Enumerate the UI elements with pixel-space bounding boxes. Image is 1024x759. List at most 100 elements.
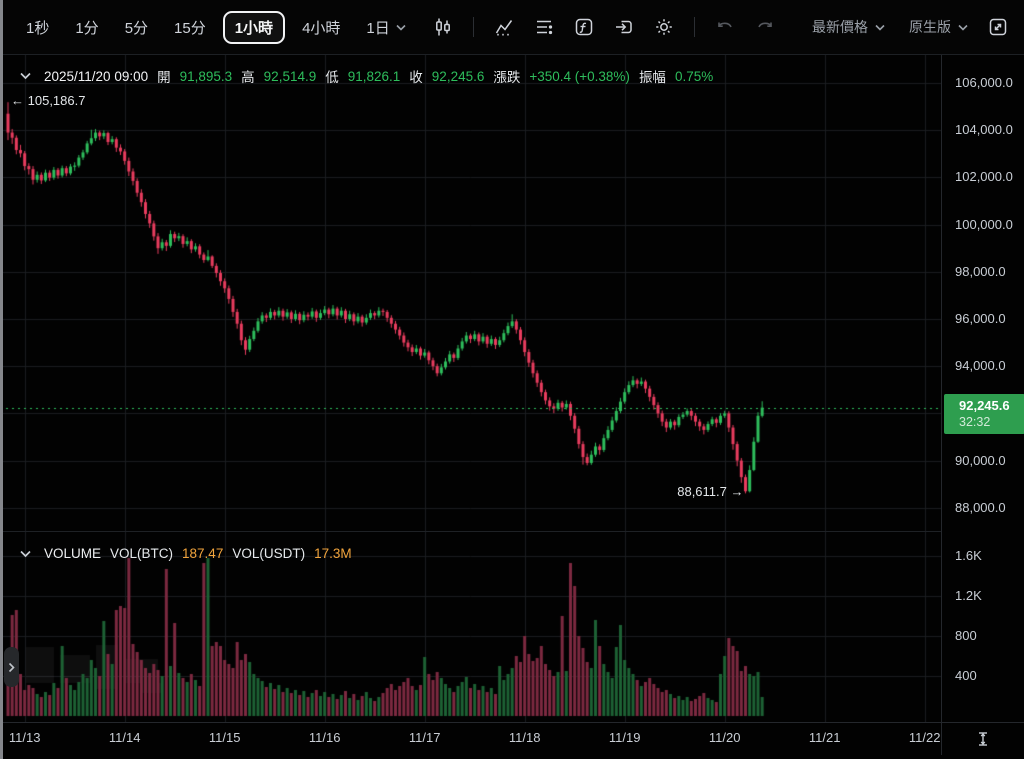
price-scale-mode-icon [974, 730, 992, 748]
redo-button[interactable] [751, 13, 779, 41]
fullscreen-icon [988, 17, 1008, 37]
ohlc-legend: 2025/11/20 09:00 開 91,895.3 高 92,514.9 低… [18, 66, 713, 86]
volume-tick-label: 800 [955, 628, 977, 643]
price-chart-pane[interactable] [0, 55, 941, 531]
time-axis[interactable]: 11/13 11/14 11/15 11/16 11/17 11/18 11/19 11/20… [0, 722, 941, 755]
high-label: 高 [241, 70, 255, 85]
timeframe-5m-button[interactable]: 5分 [116, 12, 157, 43]
undo-button[interactable] [711, 13, 739, 41]
vol-btc-label: VOL(BTC) [110, 546, 174, 561]
time-tick-label: 11/17 [408, 730, 441, 745]
pane-divider[interactable] [3, 531, 941, 532]
latest-price-dropdown[interactable]: 最新價格 [804, 13, 893, 41]
timeframe-1d-label: 1日 [366, 19, 390, 37]
change-label: 漲跌 [493, 70, 521, 85]
candlestick-style-button[interactable] [429, 13, 457, 41]
amplitude-value: 0.75% [674, 68, 714, 84]
indicators-button[interactable] [490, 13, 518, 41]
collapse-volume-button[interactable] [18, 548, 33, 560]
settings-button[interactable] [650, 13, 678, 41]
toolbar-divider [472, 17, 474, 37]
price-tick-label: 96,000.0 [955, 311, 1006, 326]
open-value: 91,895.3 [179, 68, 233, 84]
amplitude-label: 振幅 [638, 70, 666, 85]
vol-btc-value: 187.47 [182, 546, 224, 561]
time-tick-label: 11/22 [908, 730, 941, 745]
price-tick-label: 102,000.0 [955, 169, 1013, 185]
vol-usdt-label: VOL(USDT) [232, 546, 306, 561]
undo-icon [715, 17, 735, 37]
version-label: 原生版 [909, 19, 951, 35]
low-label: 低 [325, 70, 339, 85]
export-chart-button[interactable] [610, 13, 638, 41]
chevron-down-icon [396, 24, 406, 31]
current-price-badge: 92,245.6 32:32 [944, 393, 1024, 434]
indicator-chart-icon [494, 17, 514, 37]
export-icon [614, 17, 634, 37]
formula-button[interactable] [570, 13, 598, 41]
timeframe-1h-button[interactable]: 1小時 [222, 10, 286, 44]
high-value: 92,514.9 [263, 68, 317, 84]
chart-toolbar: 1秒 1分 5分 15分 1小時 4小時 1日 [3, 0, 1024, 55]
gear-icon [654, 17, 674, 37]
price-tick-label: 104,000.0 [955, 122, 1013, 138]
latest-price-label: 最新價格 [812, 19, 868, 35]
toolbar-right-group: 最新價格 原生版 [804, 13, 1012, 41]
candle-datetime: 2025/11/20 09:00 [44, 68, 149, 84]
collapse-legend-button[interactable] [18, 70, 33, 82]
window-left-edge [0, 0, 3, 759]
redo-icon [755, 17, 775, 37]
volume-chart-pane[interactable] [0, 531, 941, 722]
time-tick-label: 11/21 [808, 730, 841, 745]
chevron-right-icon [8, 662, 15, 673]
timeframe-1s-button[interactable]: 1秒 [17, 12, 58, 43]
low-marker-value: 88,611.7 [677, 484, 727, 500]
timeframe-15m-button[interactable]: 15分 [165, 12, 215, 43]
price-tick-label: 100,000.0 [955, 216, 1013, 232]
sidebar-expander[interactable] [4, 647, 19, 687]
list-settings-icon [534, 17, 554, 37]
chevron-down-icon [875, 24, 885, 31]
close-value: 92,245.6 [431, 68, 485, 84]
price-tick-label: 106,000.0 [955, 75, 1013, 90]
time-tick-label: 11/13 [8, 730, 41, 745]
price-tick-label: 94,000.0 [955, 358, 1006, 374]
fullscreen-button[interactable] [984, 13, 1012, 41]
high-price-marker: ← 105,186.7 [11, 93, 86, 109]
timeframe-4h-button[interactable]: 4小時 [293, 12, 349, 43]
toolbar-divider [693, 17, 695, 37]
volume-tick-label: 400 [955, 668, 977, 683]
volume-tick-label: 1.6K [955, 548, 982, 563]
version-dropdown[interactable]: 原生版 [901, 13, 976, 41]
change-value: +350.4 (+0.38%) [529, 68, 630, 84]
volume-title: VOLUME [44, 546, 102, 561]
vol-usdt-value: 17.3M [314, 546, 352, 561]
candle-countdown: 32:32 [959, 414, 991, 429]
time-tick-label: 11/14 [108, 730, 141, 745]
price-tick-label: 88,000.0 [955, 499, 1006, 515]
time-tick-label: 11/20 [708, 730, 741, 745]
time-tick-label: 11/18 [508, 730, 541, 745]
high-marker-value: 105,186.7 [27, 93, 86, 109]
low-price-marker: 88,611.7 → [677, 484, 744, 500]
time-tick-label: 11/16 [308, 730, 341, 745]
volume-legend: VOLUME VOL(BTC) 187.47 VOL(USDT) 17.3M [18, 546, 352, 561]
open-label: 開 [157, 70, 171, 85]
time-tick-label: 11/15 [208, 730, 241, 745]
timeframe-1d-dropdown[interactable]: 1日 [357, 12, 414, 43]
current-price-value: 92,245.6 [959, 397, 1010, 413]
close-label: 收 [409, 70, 423, 85]
price-tick-label: 90,000.0 [955, 452, 1006, 468]
axis-corner[interactable] [941, 722, 1024, 755]
volume-tick-label: 1.2K [955, 588, 982, 603]
fx-icon [574, 17, 594, 37]
low-value: 91,826.1 [347, 68, 401, 84]
chevron-down-icon [958, 24, 968, 31]
price-axis[interactable]: 92,245.6 32:32 106,000.0 104,000.0 102,000… [941, 55, 1024, 722]
display-settings-button[interactable] [530, 13, 558, 41]
time-tick-label: 11/19 [608, 730, 641, 745]
price-tick-label: 98,000.0 [955, 263, 1006, 279]
candlestick-icon [433, 17, 453, 37]
timeframe-1m-button[interactable]: 1分 [66, 12, 107, 43]
